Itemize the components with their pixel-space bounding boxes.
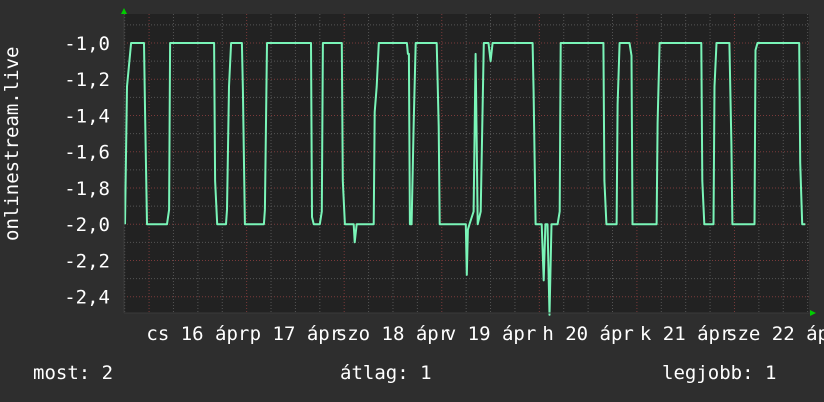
- y-tick-label: -1,2: [64, 69, 110, 91]
- x-axis-arrow-icon: [810, 310, 816, 316]
- x-tick-label: szo 18 ápr: [336, 323, 450, 345]
- x-tick-label: v 19 ápr: [445, 323, 537, 345]
- y-tick-label: -2,0: [64, 214, 110, 236]
- y-tick-label: -1,6: [64, 142, 110, 164]
- y-tick-label: -2,2: [64, 250, 110, 272]
- x-tick-label: k 21 ápr: [640, 323, 732, 345]
- x-tick-label: cs 16 ápr: [146, 323, 249, 345]
- legend-current: most: 2: [33, 362, 114, 384]
- x-tick-label: p 17 ápr: [250, 323, 342, 345]
- legend-average: átlag: 1: [340, 362, 432, 384]
- y-tick-label: -1,0: [64, 33, 110, 55]
- y-tick-label: -1,8: [64, 178, 110, 200]
- series-line: [124, 42, 806, 316]
- legend-best: legjobb: 1: [662, 362, 777, 384]
- y-tick-label: -1,4: [64, 105, 110, 127]
- y-axis-arrow-icon: [121, 8, 127, 14]
- y-axis-label: onlinestream.live: [1, 46, 23, 241]
- x-tick-label: sze 22 ápr: [726, 323, 824, 345]
- x-tick-label: h 20 ápr: [542, 323, 634, 345]
- y-tick-label: -2,4: [64, 287, 110, 309]
